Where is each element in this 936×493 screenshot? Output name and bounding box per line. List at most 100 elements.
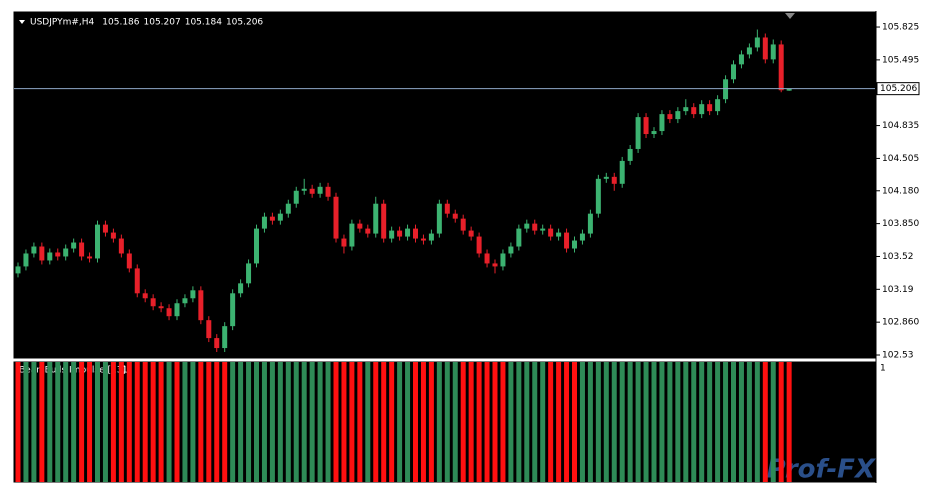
histogram-bar bbox=[293, 362, 299, 482]
candle-body bbox=[468, 230, 474, 237]
histogram-bar bbox=[333, 362, 339, 482]
candle-body bbox=[301, 188, 307, 191]
histogram-bar bbox=[619, 362, 625, 482]
candle-body bbox=[524, 223, 530, 229]
close-value: 105.206 bbox=[226, 18, 263, 28]
candle-body bbox=[349, 223, 355, 247]
histogram-bar bbox=[532, 362, 538, 482]
histogram-bar bbox=[548, 362, 554, 482]
candle-body bbox=[102, 224, 108, 233]
histogram-bar bbox=[444, 362, 450, 482]
candle-body bbox=[277, 213, 283, 221]
histogram-bar bbox=[587, 362, 593, 482]
candle-body bbox=[230, 293, 236, 327]
candle-body bbox=[731, 64, 736, 80]
histogram-bar bbox=[762, 362, 768, 482]
histogram-bar bbox=[15, 362, 21, 482]
candle-body bbox=[762, 37, 768, 60]
candle-body bbox=[564, 232, 570, 249]
y-tick-label: 103.19 bbox=[882, 285, 914, 295]
histogram-bar bbox=[254, 362, 259, 482]
candle-body bbox=[206, 320, 212, 339]
histogram-bar bbox=[246, 362, 252, 482]
candle-body bbox=[635, 117, 641, 149]
candle-body bbox=[746, 47, 752, 55]
candle-body bbox=[500, 253, 506, 267]
histogram-bar bbox=[484, 362, 490, 482]
candle-body bbox=[325, 186, 331, 197]
candle-body bbox=[55, 252, 61, 257]
price-pane bbox=[12, 10, 877, 360]
histogram-bar bbox=[373, 362, 379, 482]
candle-body bbox=[436, 203, 442, 234]
y-tick-label: 102.860 bbox=[882, 318, 919, 328]
histogram-bar bbox=[261, 362, 267, 482]
candle-body bbox=[532, 223, 538, 231]
candle-body bbox=[508, 246, 514, 254]
candle-body bbox=[770, 44, 776, 60]
histogram-bar bbox=[715, 362, 721, 482]
histogram-bar bbox=[524, 362, 530, 482]
candle-body bbox=[214, 338, 220, 349]
watermark: Prof-FX bbox=[767, 455, 877, 485]
menu-arrow[interactable] bbox=[19, 20, 25, 24]
histogram-bar bbox=[572, 362, 577, 482]
candle-body bbox=[182, 298, 188, 304]
histogram-bar bbox=[746, 362, 752, 482]
candle-body bbox=[341, 238, 347, 247]
histogram-bar bbox=[301, 362, 307, 482]
histogram-bar bbox=[683, 362, 689, 482]
histogram-bar bbox=[405, 362, 411, 482]
candle-body bbox=[754, 37, 760, 48]
y-tick-label: 102.53 bbox=[882, 351, 914, 361]
candle-body bbox=[317, 186, 323, 194]
candle-body bbox=[699, 104, 705, 115]
candle-body bbox=[246, 263, 252, 284]
histogram-bar bbox=[87, 362, 93, 482]
histogram-bar bbox=[142, 362, 148, 482]
candle-body bbox=[333, 196, 339, 239]
histogram-bar bbox=[508, 362, 514, 482]
histogram-bar bbox=[79, 362, 85, 482]
histogram-bar bbox=[365, 362, 371, 482]
candle-body bbox=[715, 99, 721, 112]
y-tick-label: 103.850 bbox=[882, 219, 919, 229]
y-tick-label: 104.180 bbox=[882, 186, 919, 196]
histogram-bar bbox=[667, 362, 673, 482]
histogram-bar bbox=[754, 362, 760, 482]
candle-body bbox=[548, 228, 554, 237]
high-value: 105.207 bbox=[144, 18, 181, 28]
candle-body bbox=[15, 266, 21, 274]
histogram-bar bbox=[118, 362, 124, 482]
candle-body bbox=[269, 216, 275, 221]
histogram-bar bbox=[468, 362, 474, 482]
histogram-bar bbox=[603, 362, 609, 482]
histogram-bar bbox=[63, 362, 69, 482]
candle-body bbox=[484, 253, 490, 264]
candle-body bbox=[667, 114, 673, 120]
candle-body bbox=[293, 190, 299, 204]
candle-body bbox=[373, 203, 379, 234]
candle-body bbox=[460, 218, 466, 231]
candle-body bbox=[389, 230, 395, 239]
histogram-bar bbox=[31, 362, 37, 482]
candle-body bbox=[738, 54, 744, 65]
candle-body bbox=[691, 107, 697, 115]
candle-body bbox=[357, 223, 363, 229]
histogram-bar bbox=[381, 362, 387, 482]
candle-body bbox=[47, 252, 53, 261]
histogram-bar bbox=[238, 362, 244, 482]
histogram-bar bbox=[707, 362, 713, 482]
histogram-bar bbox=[492, 362, 498, 482]
candle-body bbox=[452, 213, 458, 219]
histogram-bar bbox=[635, 362, 641, 482]
histogram-bar bbox=[460, 362, 466, 482]
candle-body bbox=[71, 242, 77, 249]
candle-body bbox=[643, 117, 649, 135]
candle-body bbox=[540, 228, 546, 231]
current-price-box bbox=[876, 82, 920, 96]
histogram-bar bbox=[71, 362, 77, 482]
histogram-bar bbox=[436, 362, 442, 482]
histogram-bar bbox=[540, 362, 546, 482]
